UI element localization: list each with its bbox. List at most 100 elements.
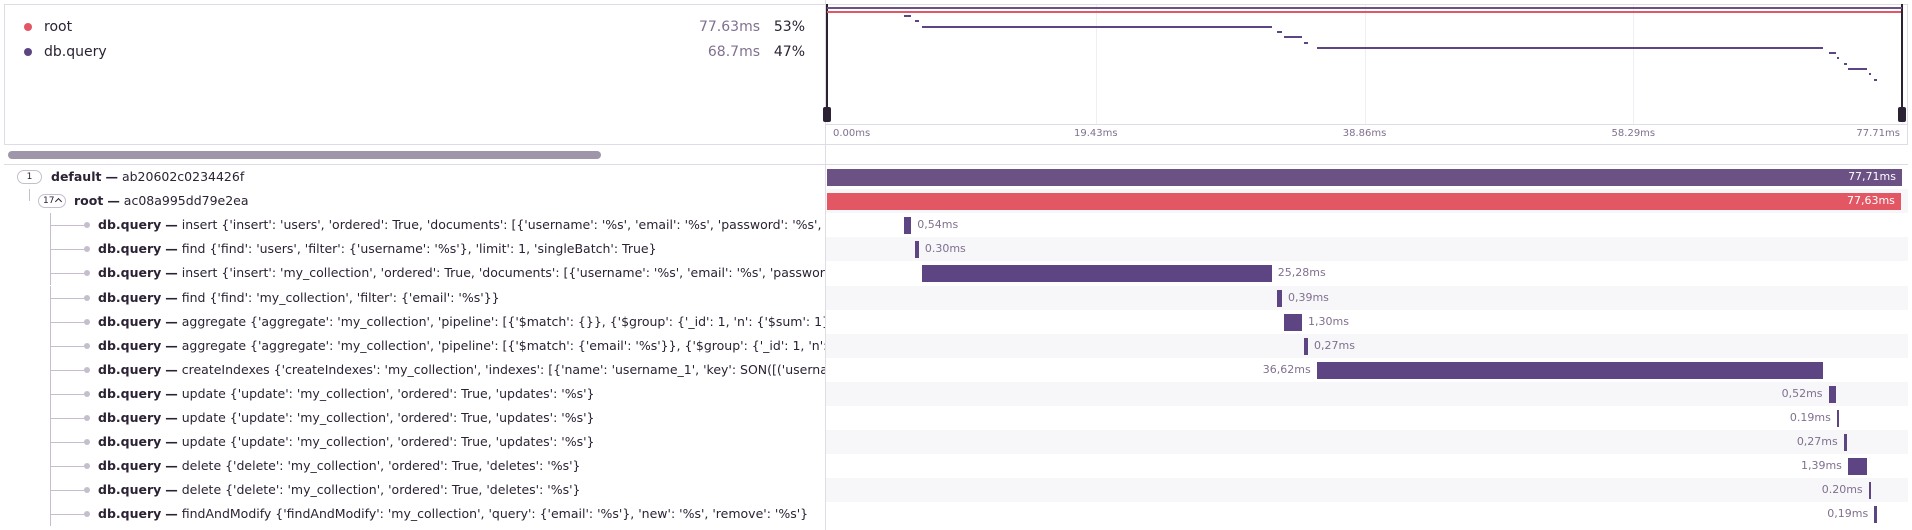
separator: — [165,361,178,377]
tree-dot [84,439,90,446]
tree-dot [84,294,90,301]
separator: — [165,410,178,425]
span-label: db.query — createIndexes {'createIndexes… [98,362,825,378]
span-bar[interactable] [827,193,1901,211]
op-duration: 77.63ms [698,19,760,35]
x-tick-label: 77.71ms [1856,128,1900,139]
span-label: db.query — find {'find': 'my_collection'… [98,290,825,306]
minimap-span [1836,57,1840,60]
row-stripe [826,333,1908,358]
separator: — [165,241,178,257]
duration-label: 25,28ms [1277,266,1326,280]
tree-connector [50,393,85,395]
legend-dot [24,48,32,56]
tree-connector [50,369,85,371]
span-bar[interactable] [1276,289,1282,307]
span-bar[interactable] [827,169,1902,186]
span-label: default — ab20602c0234426f [51,169,825,185]
duration-label: 0,27ms [1313,338,1355,352]
tree-dot [84,463,90,470]
span-op: root [74,193,104,209]
minimap-span [1868,73,1872,76]
tree-dot [84,366,90,373]
separator: — [165,385,178,401]
separator: — [165,458,178,474]
duration-label: 0,52ms [1781,386,1823,400]
minimap-span [1304,41,1308,44]
span-description: findAndModify {'findAndModify': 'my_coll… [181,506,809,522]
span-bar[interactable] [1304,337,1308,355]
span-bar[interactable] [1843,434,1848,452]
span-bar[interactable] [1828,385,1836,403]
span-label: db.query — update {'update': 'my_collect… [98,410,825,426]
panel-divider [825,0,826,530]
span-bar[interactable] [922,265,1272,283]
span-description: aggregate {'aggregate': 'my_collection',… [181,337,825,353]
minimap-span [1284,36,1303,39]
collapse-icon [54,198,63,206]
span-description: delete {'delete': 'my_collection', 'orde… [181,458,581,474]
span-bar[interactable] [1847,458,1868,476]
tree-connector [50,490,85,492]
separator: — [165,482,178,498]
op-percent: 47% [773,44,805,60]
separator: — [165,265,178,281]
span-label: db.query — findAndModify {'findAndModify… [98,506,825,522]
span-bar[interactable] [1868,482,1872,500]
span-bar[interactable] [1874,506,1877,524]
minimap-grip[interactable] [823,107,831,122]
row-stripe [826,285,1908,310]
span-op: db.query [98,337,162,353]
op-name: root [44,19,73,35]
duration-label: 77,71ms [1848,170,1896,183]
minimap-span [903,15,912,17]
tick-row-top [826,124,1908,125]
tree-dot [84,222,90,229]
minimap-handle[interactable] [826,4,828,122]
span-op: db.query [98,410,162,425]
row-stripe [826,478,1908,503]
duration-label: 36,62ms [1262,362,1311,376]
tree-connector [50,273,85,275]
span-op: db.query [98,265,162,281]
minimap-span [1847,68,1868,70]
duration-label: 0.19ms [1789,411,1831,424]
span-label: db.query — aggregate {'aggregate': 'my_c… [98,314,825,330]
top-panel [4,4,1908,145]
duration-label: 1,39ms [1800,459,1842,473]
grid-line [1364,5,1366,124]
span-op: db.query [98,458,162,474]
tree-dot [84,318,90,325]
duration-label: 0,19ms [1827,507,1869,521]
scrollbar-thumb[interactable] [8,151,601,159]
tree-dot [84,511,90,518]
x-tick-label: 19.43ms [1073,128,1118,139]
row-stripe [826,430,1908,455]
span-description: update {'update': 'my_collection', 'orde… [181,434,595,450]
span-bar[interactable] [1836,410,1840,427]
scroll-track-bottom [4,164,1908,165]
tree-connector [50,418,85,419]
span-bar[interactable] [903,217,912,235]
minimap-handle[interactable] [1901,4,1903,122]
minimap-span [1316,46,1824,49]
span-label: db.query — insert {'insert': 'my_collect… [98,265,825,281]
tree-dot [84,270,90,277]
span-description: find {'find': 'my_collection', 'filter':… [181,289,500,305]
op-percent: 53% [773,19,805,35]
minimap-span [1276,30,1282,33]
children-badge[interactable]: 1 [17,170,42,184]
span-description: insert {'insert': 'users', 'ordered': Tr… [181,217,825,233]
duration-label: 0,39ms [1287,290,1329,304]
span-op: db.query [98,361,162,377]
span-bar[interactable] [1284,313,1303,331]
span-label: db.query — delete {'delete': 'my_collect… [98,482,825,498]
span-bar[interactable] [1316,361,1824,379]
span-bar[interactable] [914,241,919,259]
minimap-span [1874,78,1877,81]
span-label: db.query — delete {'delete': 'my_collect… [98,458,825,474]
minimap-grip[interactable] [1898,107,1906,122]
separator: — [165,217,178,233]
children-badge[interactable]: 17 [38,194,66,209]
separator: — [107,193,120,209]
